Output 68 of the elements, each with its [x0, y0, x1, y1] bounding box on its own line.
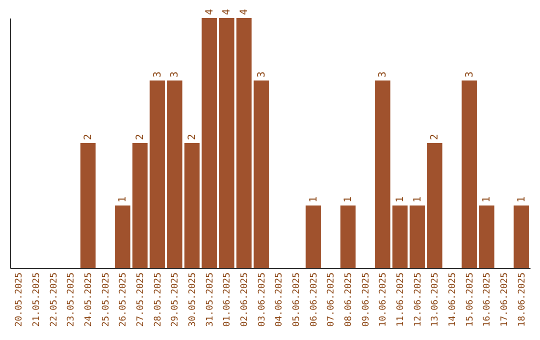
- x-tick-label: 03.06.2025: [257, 272, 268, 327]
- x-tick-label: 30.05.2025: [188, 272, 198, 327]
- data-label: 2: [135, 134, 146, 140]
- x-tick-label: 11.06.2025: [396, 272, 406, 327]
- x-tick-label: 16.06.2025: [482, 272, 493, 327]
- bar: [306, 206, 321, 268]
- x-tick-label: 17.06.2025: [500, 272, 510, 327]
- x-tick-label: 10.06.2025: [378, 272, 389, 327]
- x-tick-label: 27.05.2025: [136, 272, 146, 327]
- x-tick-label: 21.05.2025: [32, 272, 42, 327]
- x-tick-label: 15.06.2025: [465, 272, 476, 327]
- data-label: 2: [430, 134, 441, 140]
- x-tick-label: 18.06.2025: [517, 272, 528, 327]
- data-label: 1: [308, 196, 320, 202]
- bar: [236, 18, 252, 268]
- x-tick-label: 13.06.2025: [430, 272, 441, 327]
- bar: [184, 143, 200, 268]
- x-tick-label: 05.06.2025: [292, 272, 302, 327]
- x-tick-label: 02.06.2025: [240, 272, 250, 327]
- x-tick-label: 24.05.2025: [84, 272, 94, 327]
- bar: [132, 143, 148, 268]
- bar: [392, 206, 408, 268]
- x-tick-label: 20.05.2025: [14, 272, 25, 327]
- x-tick-label: 01.06.2025: [222, 272, 233, 327]
- x-tick-label: 22.05.2025: [49, 272, 60, 327]
- data-label: 1: [482, 196, 493, 202]
- x-tick-label: 06.06.2025: [309, 272, 320, 327]
- data-label: 4: [239, 8, 250, 15]
- data-label: 3: [170, 71, 181, 78]
- data-label: 4: [222, 8, 233, 15]
- x-tick-label: 25.05.2025: [101, 272, 112, 327]
- data-label: 4: [204, 8, 216, 15]
- bar: [202, 18, 217, 268]
- bar: [80, 143, 96, 268]
- data-label: 3: [152, 71, 164, 78]
- x-tick-label: 29.05.2025: [170, 272, 181, 327]
- x-tick-label: 08.06.2025: [344, 272, 354, 327]
- data-label: 1: [118, 196, 129, 202]
- x-tick-label: 12.06.2025: [413, 272, 424, 327]
- bar: [167, 80, 182, 268]
- bar: [150, 80, 165, 268]
- x-tick-label: 09.06.2025: [361, 272, 372, 327]
- data-label: 3: [464, 71, 476, 78]
- x-tick-label: 07.06.2025: [326, 272, 337, 327]
- data-label: 1: [343, 196, 354, 202]
- x-tick-label: 28.05.2025: [153, 272, 164, 327]
- data-label: 2: [83, 134, 94, 140]
- data-label: 1: [395, 196, 406, 202]
- x-tick-label: 31.05.2025: [205, 272, 216, 327]
- x-tick-label: 04.06.2025: [274, 272, 285, 327]
- data-label: 1: [516, 196, 528, 202]
- x-tick-label: 26.05.2025: [118, 272, 129, 327]
- bar: [115, 206, 130, 268]
- data-label: 3: [378, 71, 389, 78]
- data-label: 3: [256, 71, 268, 78]
- bar: [427, 143, 442, 268]
- bar: [514, 206, 529, 268]
- bar: [462, 80, 477, 268]
- bar: [254, 80, 269, 268]
- data-label: 1: [412, 196, 424, 202]
- bar: [340, 206, 356, 268]
- x-tick-label: 14.06.2025: [448, 272, 458, 327]
- bar: [410, 206, 425, 268]
- bar: [479, 206, 494, 268]
- data-label: 2: [187, 134, 198, 140]
- x-tick-label: 23.05.2025: [66, 272, 77, 327]
- bar: [219, 18, 234, 268]
- bar: [375, 80, 390, 268]
